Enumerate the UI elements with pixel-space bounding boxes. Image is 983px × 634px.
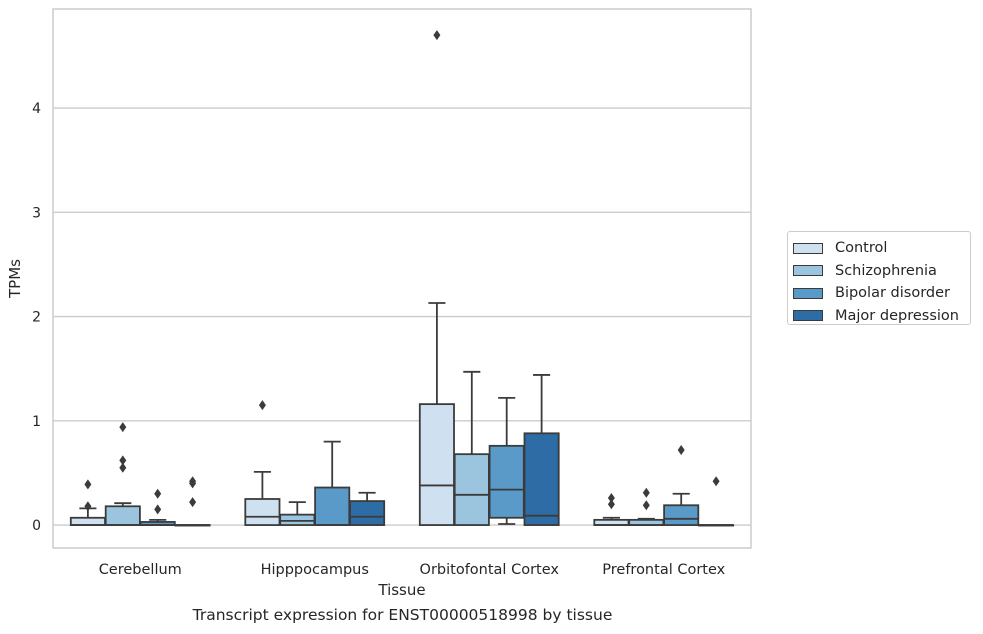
legend-swatch xyxy=(793,287,823,299)
outlier-point xyxy=(433,30,441,41)
box-body xyxy=(418,403,455,526)
outlier-point xyxy=(154,504,162,515)
outlier-point xyxy=(642,500,650,511)
box-body xyxy=(488,444,525,519)
outlier-point xyxy=(189,476,197,487)
x-tick-label: Orbitofontal Cortex xyxy=(420,562,560,578)
box-1-3 xyxy=(628,487,665,526)
outlier-point xyxy=(607,492,615,503)
box-body xyxy=(244,498,281,526)
outlier-point xyxy=(607,499,615,510)
x-tick-label: Hipppocampus xyxy=(261,562,369,578)
plot-frame xyxy=(52,8,752,549)
grid-lines xyxy=(53,107,751,526)
outlier-point xyxy=(154,488,162,499)
box-2-3 xyxy=(663,445,700,526)
box-3-0 xyxy=(174,476,211,527)
x-tick-label: Cerebellum xyxy=(99,562,182,578)
box-2-2 xyxy=(488,396,525,525)
y-tick-labels: 0 1 2 3 4 xyxy=(32,101,41,534)
box-body xyxy=(349,500,386,526)
y-tick-label: 0 xyxy=(32,518,41,534)
outlier-point xyxy=(84,501,92,512)
box-body xyxy=(104,505,141,526)
legend-label: Control xyxy=(835,240,888,257)
outlier-point xyxy=(119,462,127,473)
box-0-0 xyxy=(69,479,106,526)
outlier-point xyxy=(258,400,266,411)
box-body xyxy=(279,513,316,526)
box-body xyxy=(453,453,490,526)
legend: Control Schizophrenia Bipolar disorder Majo… xyxy=(787,231,971,325)
outlier-point xyxy=(119,422,127,433)
box-1-0 xyxy=(104,422,141,526)
outlier-point xyxy=(642,487,650,498)
legend-item: Bipolar disorder xyxy=(793,282,970,305)
box-2-0 xyxy=(139,488,176,526)
box-3-2 xyxy=(523,374,560,526)
outlier-point xyxy=(712,476,720,487)
y-tick-label: 2 xyxy=(32,310,41,326)
box-0-1 xyxy=(244,400,281,526)
y-axis-label: TPMs xyxy=(6,259,24,299)
legend-item: Major depression xyxy=(793,305,970,328)
chart-caption: Transcript expression for ENST0000051899… xyxy=(192,606,613,624)
legend-swatch xyxy=(793,265,823,277)
legend-label: Bipolar disorder xyxy=(835,285,950,302)
outlier-point xyxy=(119,455,127,466)
y-tick-label: 3 xyxy=(32,205,41,221)
outlier-point xyxy=(84,479,92,490)
outlier-point xyxy=(677,445,685,455)
box-3-1 xyxy=(349,491,386,526)
box-0-3 xyxy=(593,492,630,526)
box-plots xyxy=(69,30,735,527)
box-body xyxy=(69,516,106,526)
legend-label: Schizophrenia xyxy=(835,262,937,279)
x-axis-label: Tissue xyxy=(377,581,425,599)
x-tick-label: Prefrontal Cortex xyxy=(602,562,725,578)
legend-item: Control xyxy=(793,237,970,260)
box-1-2 xyxy=(453,370,490,526)
box-1-1 xyxy=(279,501,316,526)
x-tick-labels: Cerebellum Hipppocampus Orbitofontal Corte… xyxy=(99,562,726,578)
box-2-1 xyxy=(314,440,351,526)
outlier-point xyxy=(189,497,197,508)
y-tick-label: 4 xyxy=(32,101,41,117)
box-body xyxy=(663,504,700,526)
legend-label: Major depression xyxy=(835,307,959,324)
legend-swatch xyxy=(793,310,823,322)
y-tick-label: 1 xyxy=(32,414,41,430)
legend-swatch xyxy=(793,242,823,254)
legend-item: Schizophrenia xyxy=(793,260,970,283)
box-body xyxy=(314,486,351,526)
box-body xyxy=(523,432,560,526)
box-0-2 xyxy=(418,30,455,526)
box-3-3 xyxy=(698,476,735,527)
